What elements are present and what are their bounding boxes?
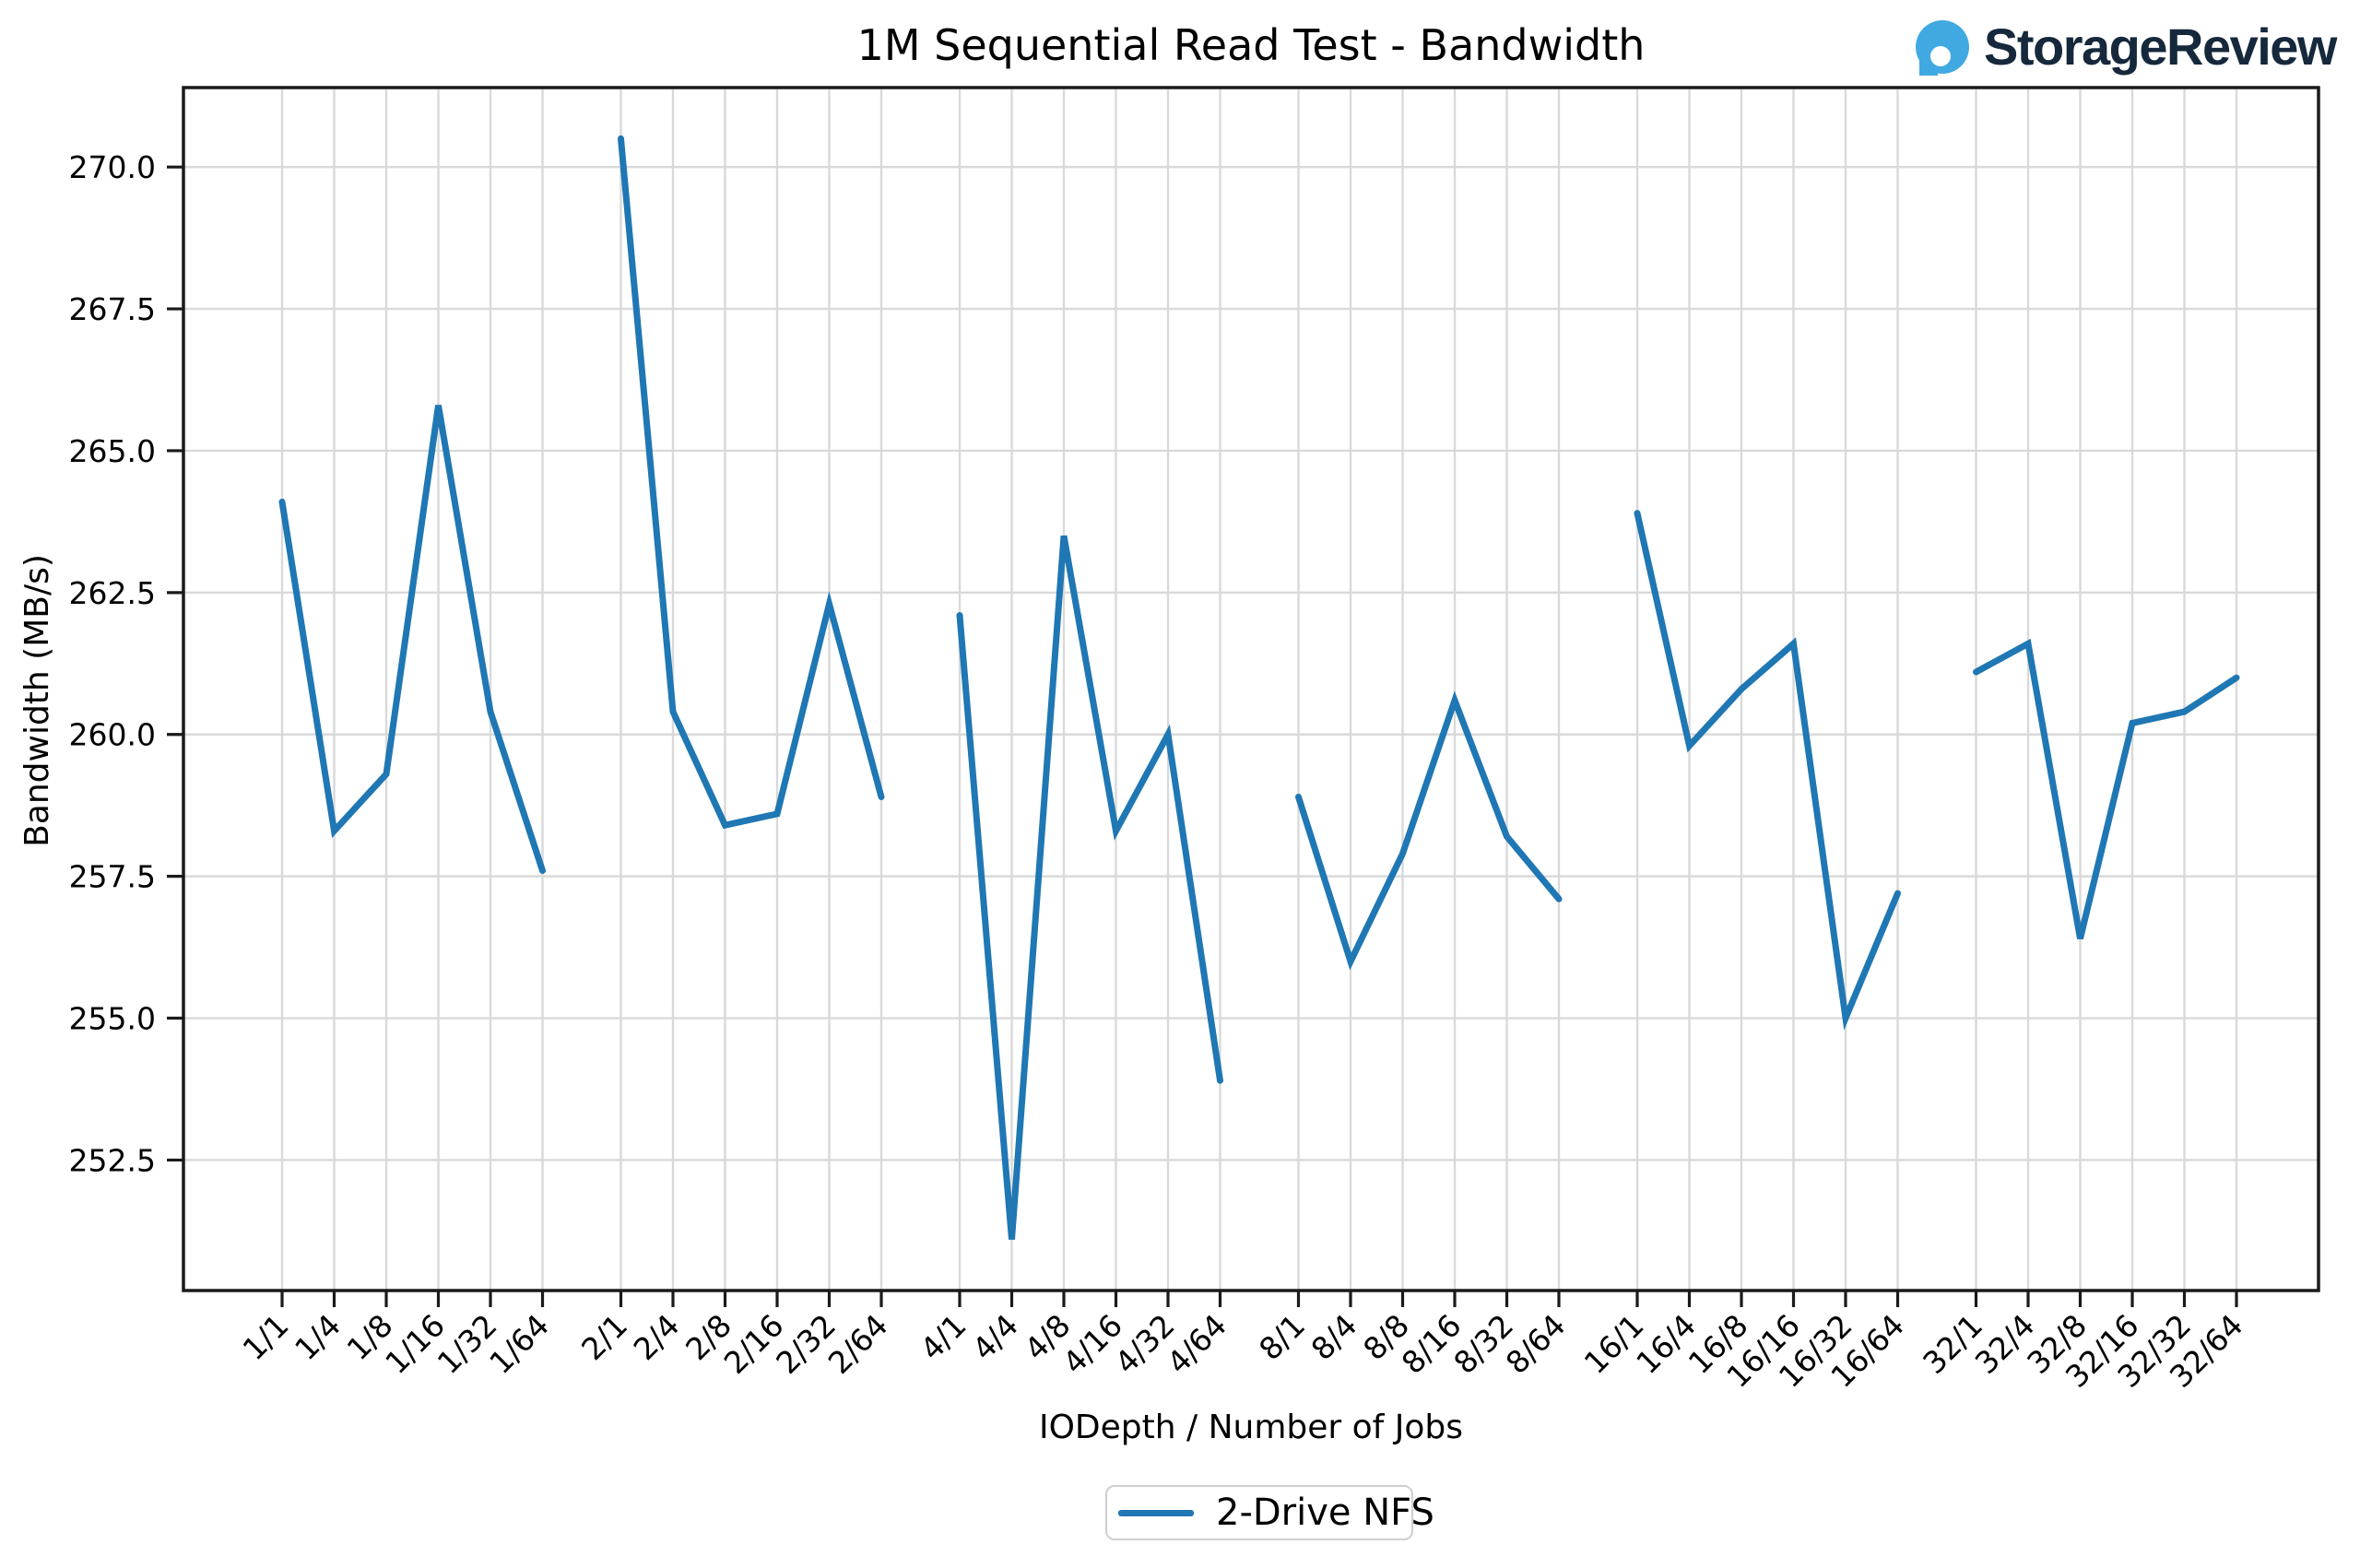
series-line-2-drive-nfs-group5	[1634, 510, 1901, 1031]
legend: 2-Drive NFS	[1105, 1485, 1434, 1540]
x-tick-label: 8/1	[1252, 1307, 1312, 1367]
x-tick-label: 2/4	[627, 1307, 687, 1367]
x-tick-label: 1/4	[288, 1307, 348, 1367]
x-tick-labels: 1/11/41/81/161/321/64 2/12/42/82/162/322/…	[236, 1307, 2250, 1395]
x-tick-label: 2/1	[574, 1307, 634, 1367]
tick-marks-layer	[167, 165, 2238, 1307]
logo-hole-shape	[1930, 46, 1951, 66]
y-tick-label: 262.5	[69, 575, 156, 611]
x-tick-label: 2/64	[821, 1307, 895, 1381]
series-line-2-drive-nfs-group2	[618, 135, 885, 830]
x-tick-label: 1/1	[236, 1307, 296, 1367]
x-tick-label: 1/64	[482, 1307, 556, 1381]
storagereview-logo-text: StorageReview	[1984, 18, 2338, 76]
series-line-2-drive-nfs-group1	[278, 405, 546, 874]
y-tick-label: 267.5	[69, 291, 156, 327]
x-tick-label: 8/64	[1499, 1307, 1573, 1381]
axes-spines	[182, 86, 2320, 1292]
x-tick-label: 4/1	[914, 1307, 974, 1367]
y-tick-label: 265.0	[69, 433, 156, 469]
storagereview-logo: StorageReview	[1914, 17, 2338, 77]
series-line-2-drive-nfs-group4	[1295, 690, 1563, 971]
plot-border	[182, 86, 2320, 1292]
legend-series-label: 2-Drive NFS	[1216, 1491, 1434, 1534]
chart-title: 1M Sequential Read Test - Bandwidth	[856, 20, 1646, 70]
y-tick-labels: 252.5 255.0 257.5 260.0 262.5 265.0 267.5 270.0	[69, 149, 156, 1178]
legend-line-swatch	[1118, 1509, 1194, 1516]
storagereview-logo-icon	[1914, 17, 1971, 77]
x-tick-label: 4/4	[965, 1307, 1025, 1367]
x-axis-title: IODepth / Number of Jobs	[1038, 1409, 1464, 1446]
series-line-2-drive-nfs-group3	[956, 535, 1223, 1240]
y-tick-label: 255.0	[69, 1001, 156, 1037]
series-line-2-drive-nfs-group6	[1973, 638, 2240, 940]
y-tick-label: 252.5	[69, 1142, 156, 1178]
grid-layer	[183, 88, 2319, 1291]
y-tick-label: 270.0	[69, 149, 156, 185]
y-tick-label: 257.5	[69, 859, 156, 895]
x-tick-label: 8/4	[1304, 1307, 1364, 1367]
series-lines-layer	[278, 135, 2240, 1240]
x-tick-label: 4/64	[1160, 1307, 1233, 1381]
y-tick-label: 260.0	[69, 717, 156, 753]
